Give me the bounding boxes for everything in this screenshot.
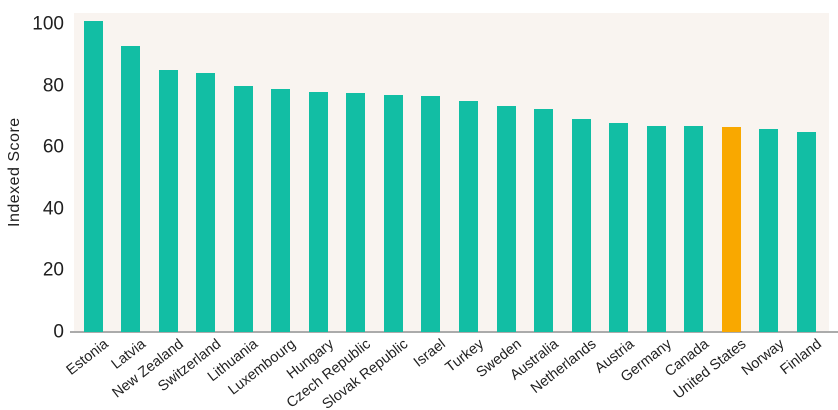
bar-highlighted — [721, 127, 741, 332]
y-tick-label: 80 — [42, 75, 64, 97]
bar — [83, 20, 103, 332]
y-tick-label: 100 — [32, 13, 64, 35]
x-tick-label: Estonia — [63, 336, 112, 379]
y-axis-title: Indexed Score — [6, 117, 23, 228]
bar — [459, 101, 478, 332]
x-tick-label: Norway — [738, 336, 788, 380]
bar — [684, 125, 704, 332]
plot-area — [74, 13, 829, 332]
bar — [646, 125, 666, 332]
y-tick-label: 40 — [42, 198, 64, 220]
y-tick-label: 60 — [42, 136, 64, 158]
bar — [308, 91, 328, 332]
bar — [759, 128, 779, 332]
bar — [421, 96, 441, 332]
bar — [383, 94, 403, 332]
bar — [233, 85, 253, 332]
bar — [796, 131, 816, 332]
bar — [121, 45, 141, 332]
bar — [496, 105, 516, 332]
bar — [271, 88, 291, 332]
bar — [609, 122, 629, 332]
bar — [196, 73, 216, 332]
y-tick-label: 0 — [53, 321, 64, 343]
bar — [158, 70, 178, 332]
x-axis-line — [70, 331, 838, 333]
bar — [534, 108, 554, 332]
bar — [346, 93, 366, 332]
x-tick-label: Finland — [777, 336, 825, 379]
y-tick-label: 20 — [42, 259, 64, 281]
bar — [571, 119, 591, 332]
